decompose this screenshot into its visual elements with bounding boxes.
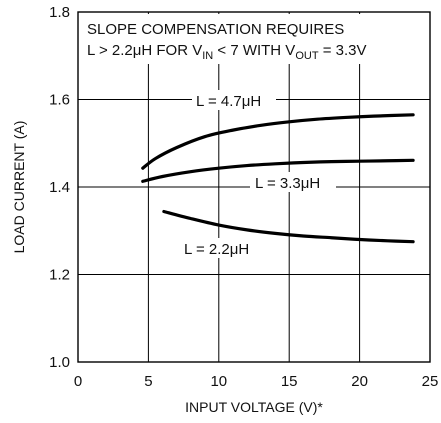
y-tick-label: 1.6 (49, 92, 70, 109)
annotation-box (82, 14, 392, 64)
label-bg-2p2 (180, 238, 264, 258)
annotation-text-a: L > 2.2μH FOR V (87, 42, 202, 59)
x-tick-label: 5 (144, 373, 152, 390)
y-tick-label: 1.0 (49, 354, 70, 371)
x-tick-label: 25 (422, 373, 439, 390)
annotation-line-1: SLOPE COMPENSATION REQUIRES (87, 21, 344, 38)
series-label-3p3uh: L = 3.3μH (255, 175, 320, 192)
label-bg-3p3 (250, 172, 336, 192)
annotation-line-2: L > 2.2μH FOR VIN < 7 WITH VOUT = 3.3V (87, 42, 367, 62)
x-tick-label: 0 (74, 373, 82, 390)
annotation-sub-out: OUT (295, 50, 319, 62)
series-layer (141, 113, 415, 244)
series-line-1 (141, 158, 415, 183)
series-label-4p7uh: L = 4.7μH (196, 93, 261, 110)
series-line-2 (162, 209, 415, 244)
x-axis-title: INPUT VOLTAGE (V)* (185, 399, 323, 415)
y-tick-label: 1.4 (49, 179, 70, 196)
y-axis-title: LOAD CURRENT (A) (11, 121, 27, 254)
x-tick-label: 15 (281, 373, 298, 390)
x-tick-label: 10 (210, 373, 227, 390)
y-tick-label: 1.8 (49, 4, 70, 21)
annotation-text-b: < 7 WITH V (213, 42, 295, 59)
series-line-0 (141, 113, 415, 170)
tick-labels: 0 5 10 15 20 25 1.0 1.2 1.4 1.6 1.8 (49, 4, 438, 390)
annotation-sub-in: IN (202, 50, 213, 62)
x-tick-label: 20 (351, 373, 368, 390)
label-bg-4p7 (192, 90, 276, 110)
plot-frame (77, 11, 431, 363)
y-tick-label: 1.2 (49, 267, 70, 284)
annotation-text-c: = 3.3V (319, 42, 367, 59)
series-label-2p2uh: L = 2.2μH (184, 241, 249, 258)
